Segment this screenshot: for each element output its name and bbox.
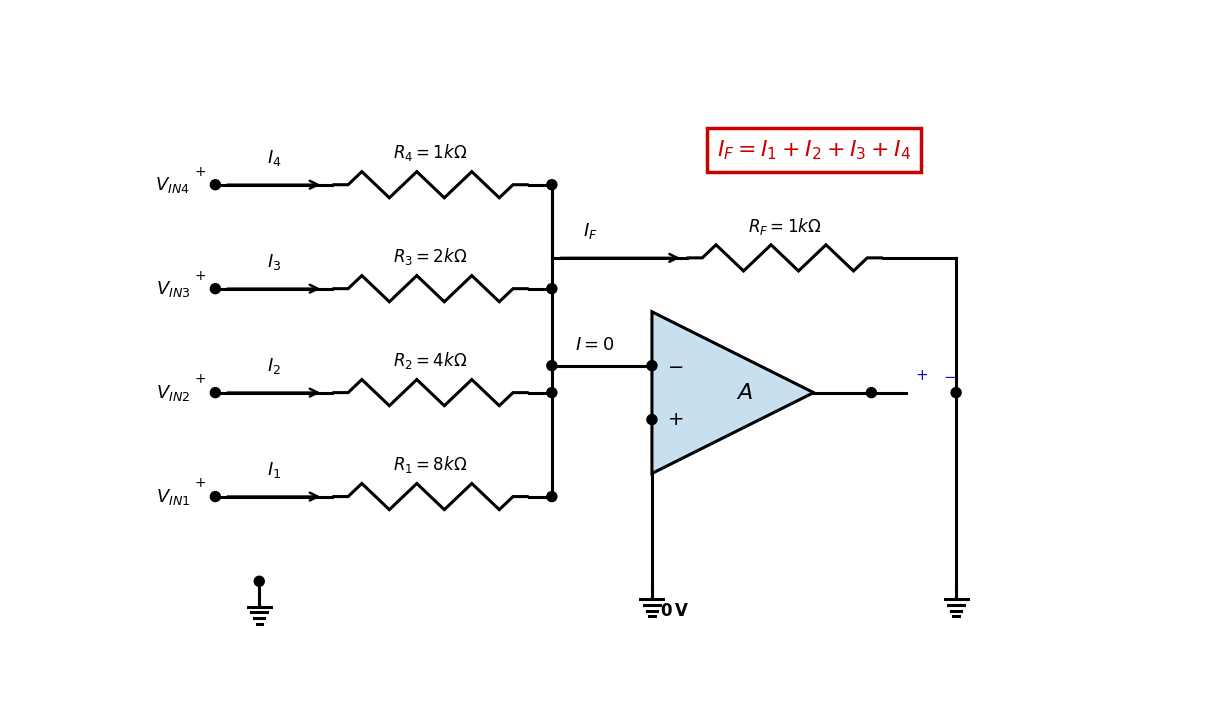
Text: $V_{IN3}$: $V_{IN3}$ bbox=[156, 279, 190, 299]
Circle shape bbox=[547, 284, 557, 294]
Text: $I_2$: $I_2$ bbox=[267, 355, 281, 376]
Text: $I = 0$: $I = 0$ bbox=[575, 336, 614, 354]
Text: $+$: $+$ bbox=[194, 477, 206, 490]
Circle shape bbox=[211, 388, 220, 398]
Circle shape bbox=[547, 492, 557, 502]
Text: $I_4$: $I_4$ bbox=[267, 148, 281, 168]
Circle shape bbox=[866, 388, 877, 398]
Circle shape bbox=[647, 414, 657, 424]
Circle shape bbox=[547, 388, 557, 398]
Text: $-$: $-$ bbox=[944, 369, 956, 383]
Text: $R_{2}=4k\Omega$: $R_{2}=4k\Omega$ bbox=[393, 350, 468, 371]
Circle shape bbox=[547, 180, 557, 190]
Circle shape bbox=[951, 388, 961, 398]
Polygon shape bbox=[652, 312, 814, 473]
Text: $V_{IN4}$: $V_{IN4}$ bbox=[155, 174, 190, 195]
Circle shape bbox=[647, 360, 657, 370]
Text: $-$: $-$ bbox=[667, 356, 683, 376]
Text: $R_{3}=2k\Omega$: $R_{3}=2k\Omega$ bbox=[393, 246, 468, 267]
Text: $I_3$: $I_3$ bbox=[267, 252, 281, 271]
Circle shape bbox=[255, 577, 264, 587]
Text: $V_{IN1}$: $V_{IN1}$ bbox=[156, 487, 190, 507]
Circle shape bbox=[211, 180, 220, 190]
Text: $I_F = I_1 + I_2 + I_3 + I_4$: $I_F = I_1 + I_2 + I_3 + I_4$ bbox=[716, 139, 911, 162]
Circle shape bbox=[211, 284, 220, 294]
Text: $R_{1}= 8k\Omega$: $R_{1}= 8k\Omega$ bbox=[393, 454, 468, 475]
Text: $+$: $+$ bbox=[194, 164, 206, 179]
Text: $R_F=1k\Omega$: $R_F=1k\Omega$ bbox=[748, 216, 821, 237]
Text: $+$: $+$ bbox=[915, 369, 928, 383]
Text: $\mathbf{0\,V}$: $\mathbf{0\,V}$ bbox=[660, 602, 688, 620]
Text: $I_1$: $I_1$ bbox=[267, 460, 281, 480]
Circle shape bbox=[547, 360, 557, 370]
Text: $A$: $A$ bbox=[736, 382, 753, 404]
Circle shape bbox=[211, 492, 220, 502]
Text: $+$: $+$ bbox=[194, 373, 206, 386]
Text: $R_{4}=1k\Omega$: $R_{4}=1k\Omega$ bbox=[393, 142, 468, 163]
Text: $+$: $+$ bbox=[667, 410, 683, 429]
Text: $V_{IN2}$: $V_{IN2}$ bbox=[156, 383, 190, 403]
Text: $+$: $+$ bbox=[194, 269, 206, 282]
Text: $I_F$: $I_F$ bbox=[582, 221, 597, 241]
